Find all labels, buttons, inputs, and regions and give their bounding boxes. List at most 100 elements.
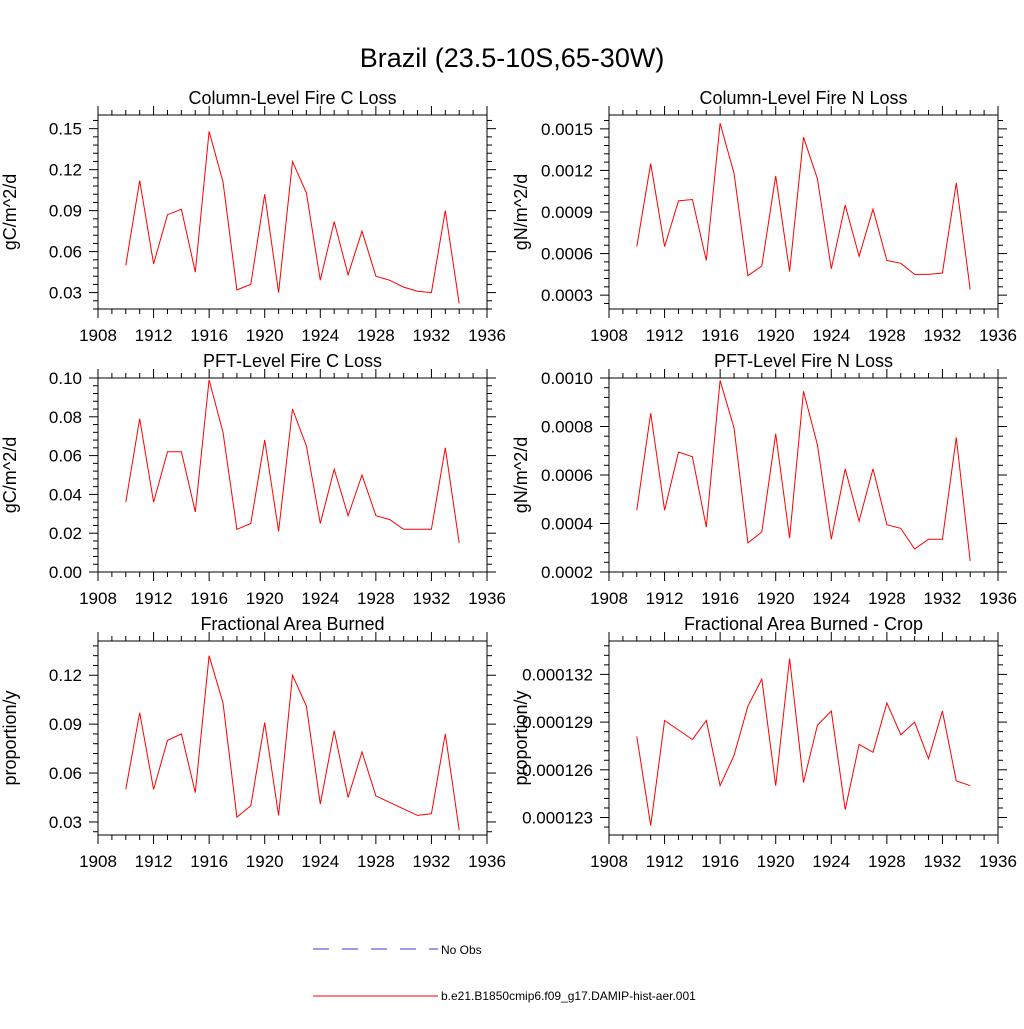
y-tick-label: 0.0015 — [541, 120, 593, 139]
x-tick-label: 1932 — [924, 589, 962, 608]
y-axis-label: proportion/y — [511, 690, 531, 785]
plot-frame — [608, 377, 999, 573]
y-tick-label: 0.02 — [49, 524, 82, 543]
series-line-1 — [125, 655, 460, 831]
x-tick-label: 1920 — [246, 589, 284, 608]
x-tick-label: 1908 — [79, 852, 117, 871]
x-tick-label: 1932 — [413, 326, 451, 345]
x-tick-label: 1912 — [135, 852, 173, 871]
series-line-1 — [636, 380, 971, 562]
plot-frame — [97, 114, 488, 310]
x-tick-label: 1920 — [246, 852, 284, 871]
x-tick-label: 1912 — [135, 326, 173, 345]
x-tick-label: 1916 — [190, 589, 228, 608]
x-tick-label: 1920 — [757, 852, 795, 871]
x-tick-label: 1932 — [413, 589, 451, 608]
x-tick-label: 1912 — [646, 326, 684, 345]
x-tick-label: 1924 — [301, 589, 339, 608]
y-tick-label: 0.10 — [49, 369, 82, 388]
panel-title: Column-Level Fire C Loss — [188, 88, 396, 108]
x-tick-label: 1936 — [468, 589, 506, 608]
y-tick-label: 0.000129 — [522, 713, 593, 732]
x-tick-label: 1920 — [246, 326, 284, 345]
x-tick-label: 1924 — [812, 326, 850, 345]
y-tick-label: 0.15 — [49, 120, 82, 139]
y-tick-label: 0.0006 — [541, 245, 593, 264]
x-tick-label: 1932 — [413, 852, 451, 871]
x-tick-label: 1908 — [590, 852, 628, 871]
x-tick-label: 1916 — [190, 852, 228, 871]
x-tick-label: 1932 — [924, 326, 962, 345]
x-tick-label: 1920 — [757, 589, 795, 608]
y-tick-label: 0.03 — [49, 813, 82, 832]
y-tick-label: 0.0002 — [541, 563, 593, 582]
legend-model-label: b.e21.B1850cmip6.f09_g17.DAMIP-hist-aer.… — [441, 989, 696, 1003]
panel-title: PFT-Level Fire C Loss — [203, 351, 382, 371]
y-axis-label: gC/m^2/d — [0, 174, 20, 250]
x-tick-label: 1928 — [868, 589, 906, 608]
y-axis-label: proportion/y — [0, 690, 20, 785]
page-title: Brazil (23.5-10S,65-30W) — [360, 43, 665, 73]
y-tick-label: 0.0008 — [541, 418, 593, 437]
x-tick-label: 1916 — [701, 589, 739, 608]
x-tick-label: 1936 — [468, 326, 506, 345]
panel-title: PFT-Level Fire N Loss — [714, 351, 893, 371]
y-tick-label: 0.09 — [49, 202, 82, 221]
series-line-1 — [125, 379, 460, 543]
x-tick-label: 1908 — [79, 589, 117, 608]
chart-panel-6: Fractional Area Burned - Crop proportion/… — [511, 614, 1017, 871]
x-tick-label: 1928 — [868, 326, 906, 345]
x-tick-label: 1936 — [979, 589, 1017, 608]
y-tick-label: 0.0009 — [541, 203, 593, 222]
x-tick-label: 1924 — [301, 852, 339, 871]
y-tick-label: 0.12 — [49, 161, 82, 180]
y-tick-label: 0.0004 — [541, 515, 593, 534]
plot-frame — [97, 377, 488, 573]
y-tick-label: 0.0003 — [541, 286, 593, 305]
x-tick-label: 1932 — [924, 852, 962, 871]
series-line-1 — [125, 131, 460, 304]
y-axis-label: gN/m^2/d — [511, 174, 531, 250]
x-tick-label: 1916 — [701, 852, 739, 871]
x-tick-label: 1908 — [79, 326, 117, 345]
chart-panel-1: Column-Level Fire C Loss gC/m^2/d 1908 1912… — [0, 88, 506, 345]
y-tick-label: 0.00 — [49, 563, 82, 582]
y-tick-label: 0.0012 — [541, 161, 593, 180]
x-tick-label: 1928 — [357, 852, 395, 871]
panel-title: Column-Level Fire N Loss — [699, 88, 907, 108]
x-tick-label: 1912 — [135, 589, 173, 608]
x-tick-label: 1916 — [701, 326, 739, 345]
y-tick-label: 0.000126 — [522, 761, 593, 780]
x-tick-label: 1936 — [979, 852, 1017, 871]
y-tick-label: 0.06 — [49, 764, 82, 783]
y-tick-label: 0.08 — [49, 408, 82, 427]
y-tick-label: 0.09 — [49, 715, 82, 734]
y-tick-label: 0.03 — [49, 284, 82, 303]
chart-panel-3: PFT-Level Fire C Loss gC/m^2/d 1908 1912 191… — [0, 351, 506, 608]
x-tick-label: 1924 — [812, 589, 850, 608]
series-line-1 — [636, 123, 971, 290]
y-tick-label: 0.0010 — [541, 369, 593, 388]
y-tick-label: 0.06 — [49, 243, 82, 262]
x-tick-label: 1928 — [868, 852, 906, 871]
y-tick-label: 0.0006 — [541, 466, 593, 485]
legend-obs-label: No Obs — [441, 943, 482, 957]
y-tick-label: 0.12 — [49, 666, 82, 685]
x-tick-label: 1936 — [979, 326, 1017, 345]
chart-panel-5: Fractional Area Burned proportion/y 1908 19… — [0, 614, 506, 871]
x-tick-label: 1916 — [190, 326, 228, 345]
x-tick-label: 1908 — [590, 589, 628, 608]
legend: No Obs b.e21.B1850cmip6.f09_g17.DAMIP-hi… — [313, 943, 696, 1003]
plot-frame — [608, 114, 999, 310]
y-tick-label: 0.000132 — [522, 665, 593, 684]
panel-title: Fractional Area Burned — [200, 614, 384, 634]
chart-panel-2: Column-Level Fire N Loss gN/m^2/d 1908 1912… — [511, 88, 1017, 345]
x-tick-label: 1912 — [646, 589, 684, 608]
y-tick-label: 0.04 — [49, 485, 82, 504]
x-tick-label: 1912 — [646, 852, 684, 871]
x-tick-label: 1924 — [812, 852, 850, 871]
y-tick-label: 0.06 — [49, 447, 82, 466]
plot-frame — [97, 640, 488, 836]
